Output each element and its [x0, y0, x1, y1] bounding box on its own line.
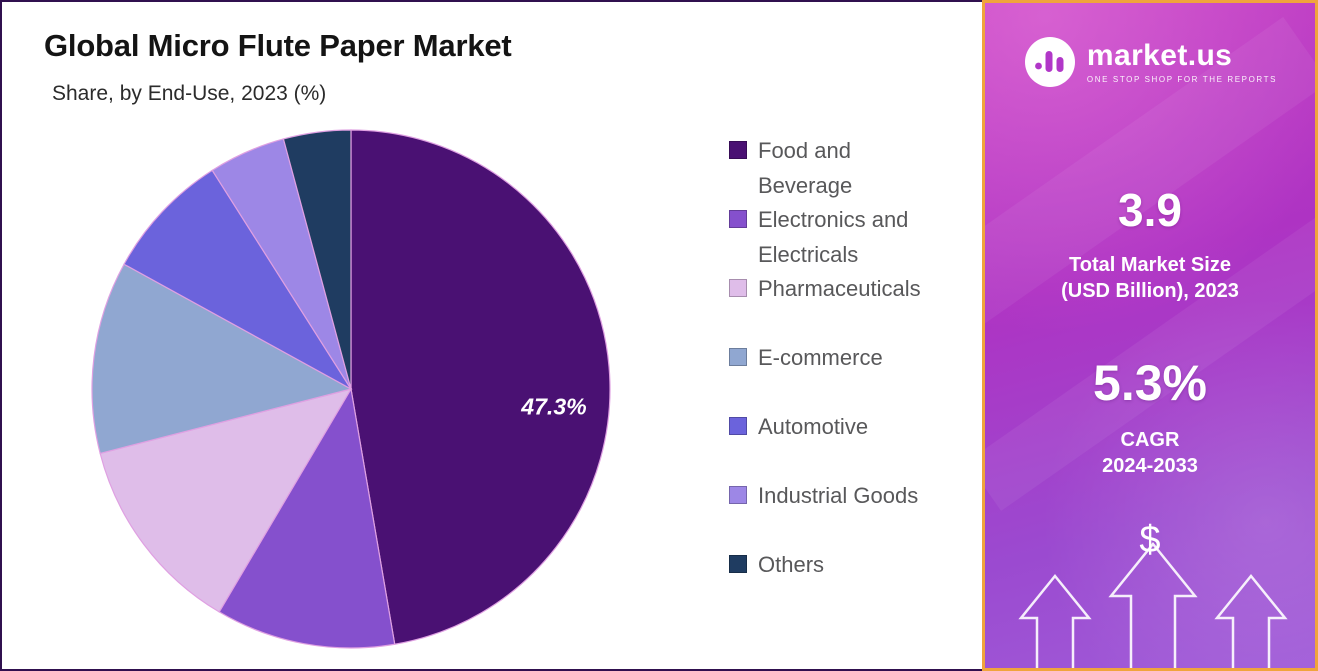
- legend-item: Industrial Goods: [729, 478, 979, 547]
- pie-slice: [282, 129, 352, 390]
- legend-swatch: [729, 348, 747, 366]
- pie-chart: 47.3%: [91, 129, 611, 649]
- chart-subtitle: Share, by End-Use, 2023 (%): [52, 82, 327, 105]
- brand-logo: market.us ONE STOP SHOP FOR THE REPORTS: [1023, 35, 1277, 89]
- legend-label: Others: [758, 552, 825, 577]
- pie-slice: [218, 387, 396, 649]
- market-size-value: 3.9: [1118, 184, 1182, 236]
- growth-arrows-icon: [1018, 542, 1288, 668]
- legend-label: Industrial Goods: [758, 483, 919, 508]
- pie-slice: [99, 388, 353, 613]
- brand-text: market.us ONE STOP SHOP FOR THE REPORTS: [1086, 38, 1278, 84]
- legend-label: E-commerce: [758, 345, 883, 370]
- chart-panel: Global Micro Flute Paper Market Share, b…: [0, 0, 982, 671]
- legend-item: Pharmaceuticals: [729, 271, 979, 340]
- cagr-label: CAGR 2024-2033: [1102, 429, 1198, 477]
- dollar-icon: $: [1139, 519, 1161, 561]
- legend-item: Others: [729, 547, 979, 616]
- legend-label: Electronics and Electricals: [758, 207, 909, 267]
- brand-name: market.us: [1086, 38, 1233, 72]
- marketus-logo-icon: [1024, 37, 1075, 87]
- legend-item: Electronics and Electricals: [729, 202, 979, 271]
- legend-item: Food and Beverage: [729, 133, 979, 202]
- legend-swatch: [729, 141, 747, 159]
- pie-data-label: 47.3%: [520, 393, 586, 419]
- pie-slice: [91, 263, 353, 455]
- chart-title: Global Micro Flute Paper Market: [44, 28, 512, 63]
- legend-swatch: [729, 417, 747, 435]
- legend-item: E-commerce: [729, 340, 979, 409]
- legend-label: Pharmaceuticals: [758, 276, 921, 301]
- legend-swatch: [729, 555, 747, 573]
- legend-item: Automotive: [729, 409, 979, 478]
- brand-sidebar: market.us ONE STOP SHOP FOR THE REPORTS …: [982, 0, 1318, 671]
- pie-slice: [123, 169, 352, 390]
- brand-tagline: ONE STOP SHOP FOR THE REPORTS: [1086, 74, 1278, 84]
- legend-label: Automotive: [758, 414, 869, 439]
- chart-legend: Food and Beverage Electronics and Electri…: [729, 133, 979, 616]
- legend-swatch: [729, 210, 747, 228]
- cagr-value: 5.3%: [1093, 355, 1207, 411]
- legend-swatch: [729, 279, 747, 297]
- pie-slice: [350, 129, 611, 645]
- legend-label: Food and Beverage: [758, 138, 853, 198]
- market-size-label: Total Market Size (USD Billion), 2023: [1061, 254, 1239, 302]
- legend-swatch: [729, 486, 747, 504]
